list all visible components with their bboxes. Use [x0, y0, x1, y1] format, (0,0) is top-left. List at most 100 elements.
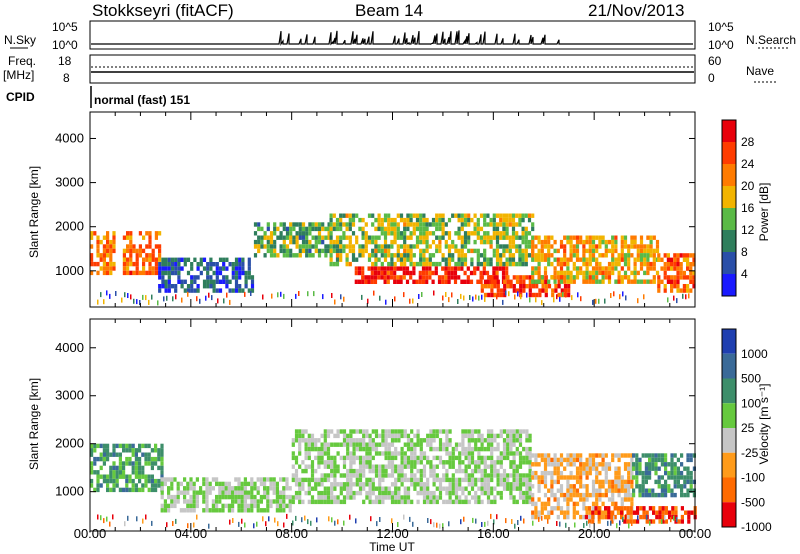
heatmap-cell — [435, 235, 439, 240]
heatmap-cell — [208, 508, 212, 513]
heatmap-cell — [432, 468, 436, 474]
heatmap-cell — [383, 239, 388, 245]
heatmap-cell — [525, 455, 529, 461]
heatmap-cell — [425, 226, 429, 232]
heatmap-speckle — [349, 514, 351, 520]
heatmap-cell — [614, 475, 618, 480]
heatmap-cell — [454, 486, 459, 491]
heatmap-cell — [493, 499, 497, 505]
heatmap-cell — [266, 499, 270, 504]
heatmap-cell — [531, 266, 535, 271]
heatmap-cell — [515, 464, 519, 469]
heatmap-cell — [90, 470, 94, 475]
heatmap-cell — [419, 455, 423, 461]
heatmap-speckle — [337, 519, 339, 525]
heatmap-cell — [556, 257, 560, 262]
heatmap-cell — [256, 503, 260, 509]
heatmap-cell — [547, 497, 551, 502]
heatmap-cell — [339, 499, 343, 505]
heatmap-cell — [531, 244, 535, 249]
heatmap-cell — [400, 460, 404, 465]
heatmap-cell — [598, 261, 602, 267]
heatmap-cell — [515, 213, 519, 218]
heatmap-cell — [441, 266, 445, 271]
heatmap-cell — [528, 438, 532, 443]
heatmap-cell — [461, 451, 465, 456]
heatmap-cell — [617, 466, 621, 471]
heatmap-cell — [393, 261, 397, 267]
heatmap-cell — [122, 448, 126, 453]
heatmap-cell — [515, 429, 519, 434]
heatmap-cell — [670, 488, 674, 493]
heatmap-cell — [477, 438, 481, 443]
heatmap-cell — [448, 455, 452, 461]
heatmap-speckle — [547, 518, 549, 524]
heatmap-cell — [649, 248, 653, 254]
heatmap-cell — [218, 486, 222, 491]
heatmap-cell — [633, 239, 637, 245]
heatmap-cell — [234, 490, 238, 495]
heatmap-cell — [649, 261, 653, 267]
heatmap-cell — [553, 275, 557, 280]
heatmap-speckle — [430, 519, 432, 525]
heatmap-cell — [673, 475, 677, 480]
heatmap-cell — [528, 288, 532, 293]
heatmap-cell — [630, 457, 634, 463]
heatmap-cell — [358, 455, 363, 461]
heatmap-cell — [466, 266, 470, 271]
heatmap-cell — [413, 451, 417, 456]
heatmap-cell — [670, 470, 674, 476]
heatmap-cell — [454, 213, 458, 218]
heatmap-cell — [607, 275, 612, 280]
heatmap-cell — [585, 239, 589, 245]
heatmap-cell — [668, 514, 672, 520]
heatmap-cell — [237, 494, 241, 500]
heatmap-cell — [476, 261, 480, 267]
heatmap-cell — [489, 239, 493, 245]
heatmap-cell — [256, 508, 260, 513]
heatmap-cell — [192, 499, 196, 504]
heatmap-cell — [163, 477, 167, 482]
heatmap-cell — [676, 257, 680, 262]
heatmap-cell — [627, 275, 631, 280]
heatmap-cell — [676, 470, 680, 476]
heatmap-cell — [215, 503, 219, 509]
heatmap-cell — [380, 244, 384, 249]
heatmap-speckle — [322, 294, 324, 300]
heatmap-cell — [495, 239, 500, 245]
heatmap-cell — [241, 270, 245, 276]
heatmap-cell — [371, 477, 375, 483]
heatmap-cell — [493, 468, 497, 474]
heatmap-cell — [584, 506, 588, 511]
heatmap-cell — [305, 239, 309, 245]
heatmap-cell — [215, 499, 219, 504]
heatmap-cell — [212, 270, 216, 276]
heatmap-cell — [282, 235, 286, 240]
heatmap-cell — [518, 257, 522, 262]
heatmap-cell — [524, 253, 528, 258]
heatmap-cell — [238, 288, 242, 293]
heatmap-cell — [453, 275, 458, 280]
heatmap-cell — [157, 456, 161, 462]
heatmap-cell — [199, 270, 203, 276]
heatmap-cell — [247, 257, 251, 262]
heatmap-cell — [276, 235, 280, 240]
heatmap-cell — [655, 244, 660, 249]
heatmap-cell — [557, 284, 561, 289]
heatmap-cell — [257, 248, 261, 254]
heatmap-cell — [237, 499, 241, 504]
heatmap-cell — [273, 248, 277, 254]
heatmap-cell — [90, 244, 94, 249]
heatmap-cell — [317, 482, 321, 487]
heatmap-cell — [285, 235, 290, 240]
heatmap-cell — [641, 470, 645, 476]
heatmap-cell — [298, 226, 302, 232]
heatmap-cell — [499, 455, 503, 461]
heatmap-cell — [298, 446, 302, 452]
heatmap-cell — [298, 499, 302, 505]
heatmap-cell — [371, 482, 375, 487]
heatmap-cell — [525, 499, 529, 505]
heatmap-cell — [566, 266, 570, 271]
heatmap-cell — [648, 470, 652, 476]
heatmap-cell — [323, 460, 327, 465]
